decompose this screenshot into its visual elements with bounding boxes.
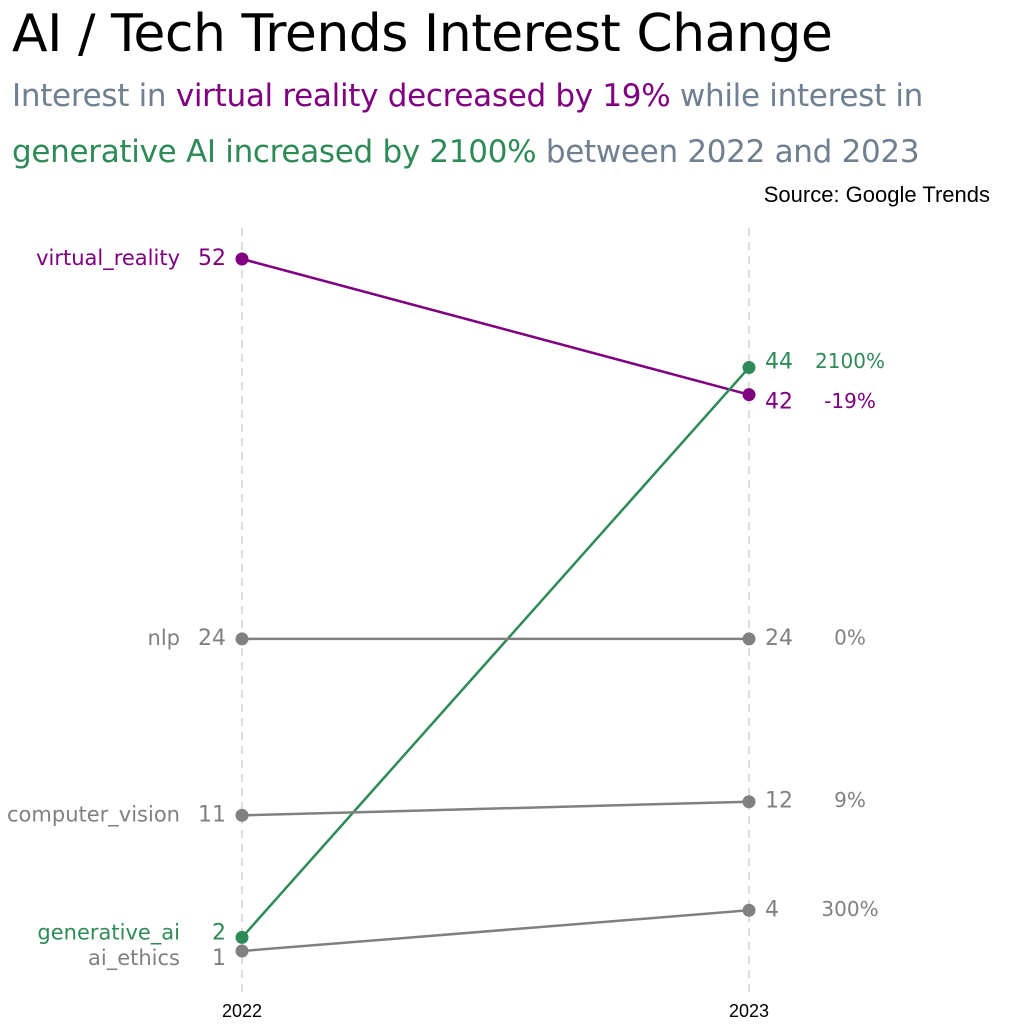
point-2022-generative-ai (235, 930, 249, 944)
subtitle-line-1: Interest in virtual reality decreased by… (12, 78, 923, 114)
x-tick-label-2022: 2022 (222, 1001, 262, 1021)
series-label-virtual-reality: virtual_reality (36, 246, 180, 271)
series-line-ai-ethics (241, 909, 750, 953)
subtitle-prefix: Interest in (12, 78, 176, 114)
value-label-2023-virtual-reality: 42 (765, 390, 793, 415)
subtitle-line2-suffix: between 2022 and 2023 (536, 134, 920, 170)
series-line-computer-vision (241, 800, 750, 817)
point-2023-ai-ethics (742, 903, 756, 917)
subtitle-line1-suffix: while interest in (670, 78, 924, 114)
change-label-computer-vision: 9% (834, 788, 866, 812)
point-2022-virtual-reality (235, 252, 249, 266)
series-line-generative-ai (241, 366, 750, 939)
change-label-generative-ai: 2100% (815, 349, 885, 373)
value-label-2022-computer-vision: 11 (198, 802, 226, 827)
value-label-2022-generative-ai: 2 (212, 920, 226, 945)
value-label-2023-nlp: 24 (765, 626, 793, 651)
series-label-computer-vision: computer_vision (7, 802, 180, 827)
change-label-virtual-reality: -19% (824, 389, 876, 413)
subtitle-line-2: generative AI increased by 2100% between… (12, 134, 920, 170)
point-2023-virtual-reality (742, 388, 756, 402)
change-label-nlp: 0% (834, 625, 866, 649)
value-label-2023-ai-ethics: 4 (765, 897, 779, 922)
point-2022-ai-ethics (235, 944, 249, 958)
chart-title: AI / Tech Trends Interest Change (12, 4, 833, 64)
change-label-ai-ethics: 300% (821, 897, 878, 921)
point-2022-nlp (235, 632, 249, 646)
series-label-generative-ai: generative_ai (37, 920, 180, 945)
source-note: Source: Google Trends (763, 182, 990, 207)
point-2023-nlp (742, 632, 756, 646)
value-label-2022-ai-ethics: 1 (212, 946, 226, 971)
subtitle-vr-highlight: virtual reality decreased by 19% (175, 78, 671, 114)
x-tick-label-2023: 2023 (729, 1001, 769, 1021)
value-label-2023-computer-vision: 12 (765, 789, 793, 814)
series-label-nlp: nlp (148, 626, 180, 650)
value-label-2022-nlp: 24 (198, 626, 226, 651)
value-label-2022-virtual-reality: 52 (198, 246, 226, 271)
series-label-ai-ethics: ai_ethics (88, 946, 180, 971)
point-2023-generative-ai (742, 361, 756, 375)
point-2023-computer-vision (742, 795, 756, 809)
series-line-virtual-reality (241, 257, 750, 396)
value-label-2023-generative-ai: 44 (765, 350, 793, 375)
subtitle-genai-highlight: generative AI increased by 2100% (12, 134, 537, 170)
point-2022-computer-vision (235, 808, 249, 822)
